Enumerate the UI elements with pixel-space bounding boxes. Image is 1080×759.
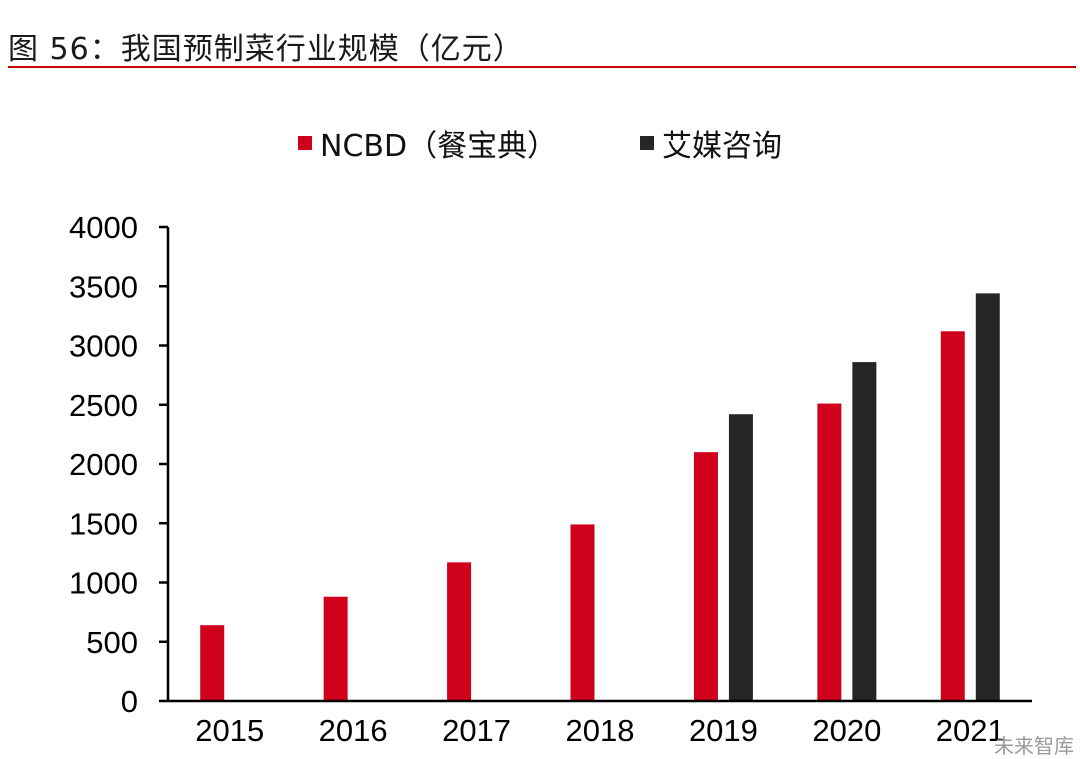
x-tick-label: 2018: [566, 713, 635, 748]
x-tick-label: 2020: [812, 713, 881, 748]
y-tick-label: 2500: [69, 388, 138, 423]
x-tick-label: 2017: [442, 713, 511, 748]
bar-imedia-2020: [852, 362, 877, 701]
x-tick-label: 2021: [936, 713, 1005, 748]
chart-legend: NCBD（餐宝典） 艾媒咨询: [298, 129, 782, 164]
bar-ncbd-2019: [693, 452, 718, 701]
bar-ncbd-2016: [323, 596, 348, 701]
bar-ncbd-2015: [200, 625, 225, 701]
legend-label: NCBD（餐宝典）: [320, 129, 557, 164]
y-tick-label: 3500: [69, 269, 138, 304]
bar-imedia-2019: [728, 414, 753, 701]
y-tick-label: 1500: [69, 506, 138, 541]
y-axis-ticks: 0 500 1000 1500 2000 2500 3000 3500 4000: [69, 210, 168, 719]
bars: [200, 293, 1000, 701]
legend-swatch: [640, 136, 654, 150]
legend-label: 艾媒咨询: [662, 129, 782, 164]
bar-imedia-2021: [975, 293, 1000, 701]
x-tick-label: 2019: [689, 713, 758, 748]
bar-ncbd-2020: [817, 403, 842, 701]
legend-swatch: [298, 136, 312, 150]
y-tick-label: 4000: [69, 210, 138, 245]
bar-ncbd-2017: [447, 562, 472, 701]
bar-ncbd-2021: [940, 331, 965, 701]
x-tick-label: 2015: [195, 713, 264, 748]
y-tick-label: 2000: [69, 447, 138, 482]
watermark: 未来智库: [994, 734, 1074, 758]
x-axis-ticks: 2015 2016 2017 2018 2019 2020 2021: [195, 713, 1005, 748]
y-tick-label: 1000: [69, 566, 138, 601]
y-tick-label: 0: [121, 684, 138, 719]
bar-ncbd-2018: [570, 524, 595, 701]
title-rule: [8, 66, 1076, 68]
y-tick-label: 500: [86, 625, 138, 660]
figure-title: 图 56：我国预制菜行业规模（亿元）: [8, 32, 524, 67]
x-tick-label: 2016: [319, 713, 388, 748]
y-tick-label: 3000: [69, 329, 138, 364]
